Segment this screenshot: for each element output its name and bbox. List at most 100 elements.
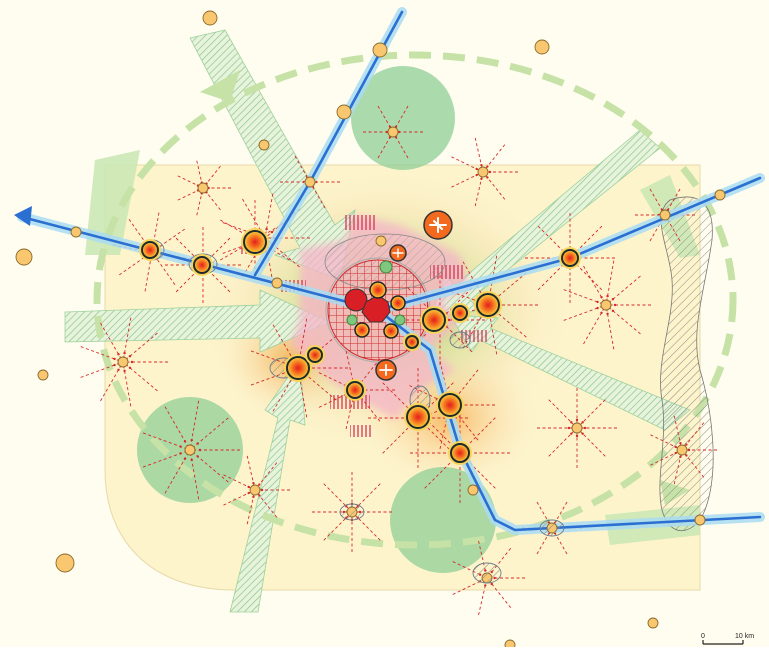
spoke-tip: [270, 231, 274, 234]
spoke-line: [297, 318, 308, 369]
spoke-line: [424, 417, 461, 454]
spoke-tip: [123, 369, 126, 373]
spoke-tip: [611, 298, 615, 301]
spoke-tip: [247, 485, 250, 489]
spoke-tip: [113, 357, 116, 361]
city-core: [344, 260, 406, 339]
town-marker: [504, 639, 516, 651]
spoke-tip: [567, 426, 571, 430]
spoke-line: [175, 237, 204, 266]
spoke-tip: [685, 443, 688, 446]
spoke-tip: [265, 227, 268, 231]
core-circle-1: [344, 288, 368, 312]
spoke-line: [417, 382, 454, 419]
spoke-line: [424, 452, 461, 489]
core-star: [361, 294, 391, 323]
spoke-tip: [179, 452, 182, 455]
spoke-tip: [117, 368, 120, 371]
scale-start-label: 0: [701, 633, 705, 640]
spoke-line: [202, 264, 231, 293]
spoke-line: [189, 449, 229, 483]
pole-marker: [406, 405, 430, 429]
spoke-line: [264, 237, 300, 268]
spoke-line: [142, 432, 191, 451]
spoke-line: [486, 548, 512, 579]
spoke-tip: [570, 421, 573, 424]
green-ring: [93, 51, 737, 549]
town-marker: [375, 235, 387, 247]
hatched-zone-small: [472, 562, 502, 584]
spoke-tip: [674, 451, 677, 455]
spoke-line: [537, 225, 571, 259]
pole-marker: [450, 443, 470, 463]
spoke-line: [605, 275, 641, 306]
ring-arrowhead-nw: [200, 70, 240, 102]
town-marker: [387, 126, 399, 138]
spoke-line: [189, 400, 200, 451]
town-marker: [694, 514, 706, 526]
town-marker: [600, 299, 612, 311]
scale-end-label: 10 km: [735, 633, 754, 640]
spoke-line: [459, 452, 496, 489]
scale-bar: 0 10 km: [701, 633, 754, 645]
spoke-tip: [196, 442, 199, 445]
pole-marker: [346, 381, 364, 399]
spoke-line: [164, 406, 191, 451]
spoke-line: [122, 361, 132, 407]
spoke-tip: [687, 448, 691, 452]
spoke-line: [202, 237, 231, 266]
town-marker: [659, 209, 671, 221]
spoke-line: [264, 193, 274, 239]
spoke-tip: [252, 495, 255, 499]
town-marker: [202, 10, 218, 26]
spoke-line: [576, 399, 606, 429]
spoke-line: [164, 449, 191, 494]
spoke-tip: [600, 296, 603, 299]
poles: [139, 228, 581, 465]
spoke-line: [605, 260, 615, 306]
flow-arrow-sw: [229, 358, 306, 613]
transport-arrowhead-west: [14, 206, 32, 226]
spoke-tip: [486, 165, 489, 168]
spoke-line: [242, 198, 266, 239]
airports: [375, 210, 453, 381]
town-marker: [304, 176, 316, 188]
spoke-tip: [183, 457, 187, 460]
spoke-line: [189, 417, 229, 451]
hatched-zone-small: [539, 519, 565, 537]
spoke-line: [563, 289, 607, 306]
spoke-line: [487, 272, 527, 306]
town-marker: [15, 248, 33, 266]
spoke-tip: [196, 455, 199, 458]
spoke-line: [250, 350, 299, 369]
spoke-line: [605, 304, 641, 335]
spoke-line: [100, 361, 124, 402]
core-circle-5: [354, 322, 370, 338]
town-marker: [477, 166, 489, 178]
spoke-line: [583, 304, 607, 345]
spoke-line: [459, 417, 496, 454]
town-marker: [55, 553, 75, 573]
spoke-line: [583, 265, 607, 306]
core-circle-3: [390, 295, 406, 311]
spoke-line: [478, 577, 488, 616]
spoke-tip: [606, 312, 609, 316]
spoke-tip: [575, 418, 579, 422]
spoke-tip: [113, 363, 116, 367]
spoke-tip: [570, 432, 573, 435]
town-marker: [467, 484, 479, 496]
spoke-line: [297, 367, 337, 401]
spoke-tip: [475, 173, 478, 177]
town-marker: [117, 356, 129, 368]
spoke-tip: [117, 353, 120, 356]
spoke-line: [449, 404, 479, 441]
spoke-tip: [258, 483, 261, 486]
spoke-line: [452, 561, 488, 579]
hatched-zone-small: [339, 503, 365, 521]
spoke-line: [449, 369, 479, 406]
pole-marker: [422, 308, 446, 332]
town-marker: [647, 617, 659, 629]
spoke-tip: [480, 163, 483, 167]
